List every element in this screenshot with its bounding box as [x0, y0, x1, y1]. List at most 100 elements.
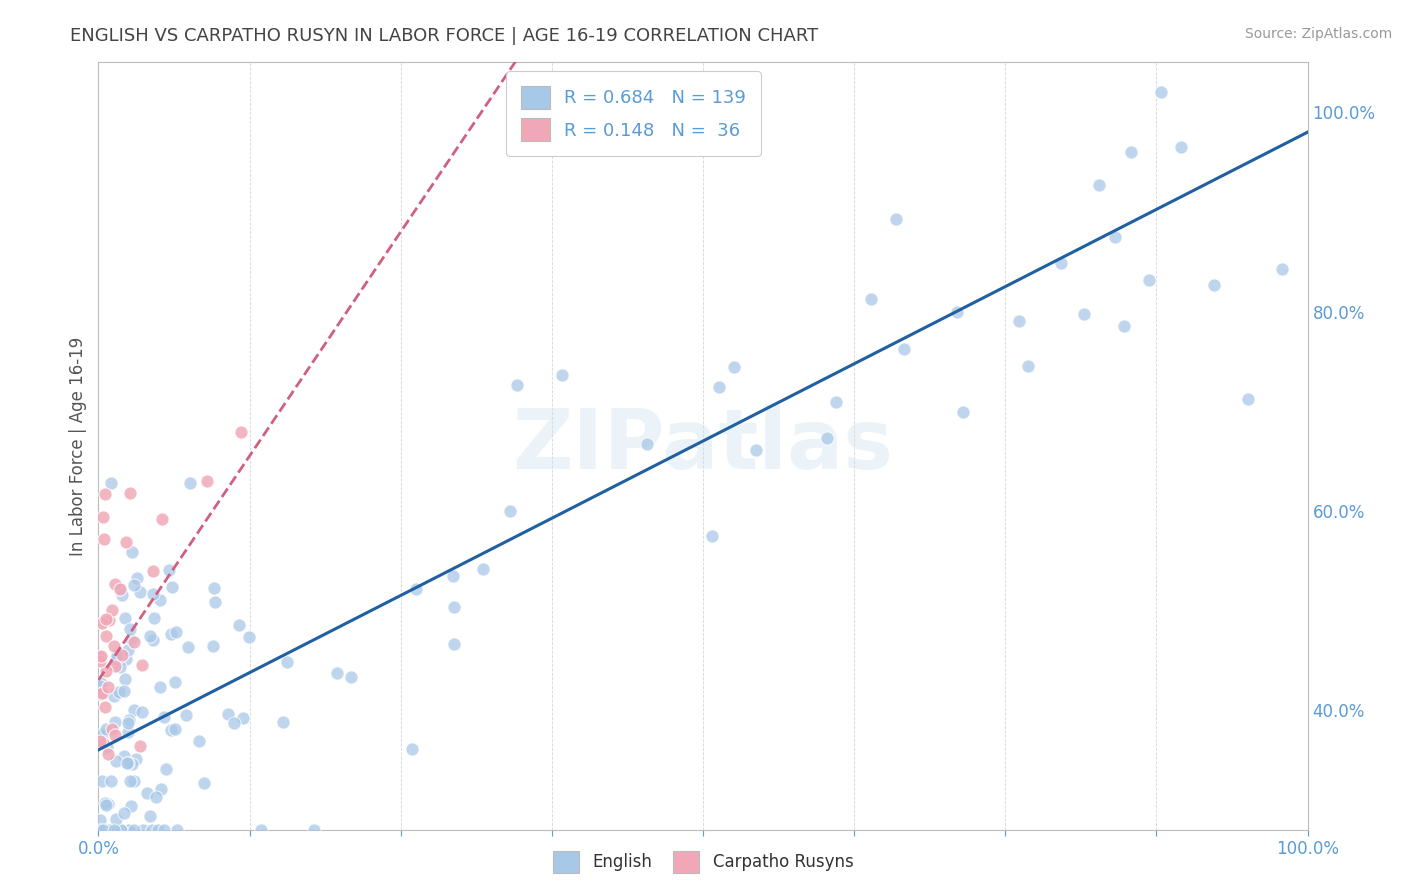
Point [97, 613, 120, 627]
Point [132, 822, 155, 837]
Point [117, 715, 139, 730]
Point [946, 305, 969, 319]
Point [276, 655, 298, 669]
Point [90, 675, 112, 690]
Point [157, 563, 180, 577]
Point [1204, 278, 1226, 293]
Point [1271, 261, 1294, 276]
Point [165, 722, 187, 736]
Point [859, 292, 882, 306]
Point [179, 475, 201, 490]
Point [90, 649, 112, 664]
Point [93, 532, 115, 546]
Point [825, 395, 848, 409]
Point [91, 822, 114, 837]
Point [304, 822, 326, 837]
Point [100, 774, 122, 789]
Point [114, 672, 136, 686]
Point [1149, 86, 1171, 100]
Point [94, 614, 117, 628]
Point [118, 822, 141, 837]
Point [96, 629, 118, 643]
Point [122, 822, 145, 837]
Point [112, 684, 135, 698]
Point [108, 582, 131, 596]
Point [107, 582, 129, 597]
Point [176, 640, 198, 655]
Point [90, 616, 112, 631]
Point [1008, 314, 1031, 328]
Point [101, 722, 124, 736]
Point [204, 581, 226, 595]
Point [142, 632, 165, 647]
Point [101, 602, 124, 616]
Point [155, 762, 177, 776]
Point [709, 380, 731, 394]
Point [91, 510, 114, 524]
Point [217, 706, 239, 721]
Point [103, 822, 125, 837]
Point [110, 822, 132, 837]
Point [125, 571, 148, 585]
Point [139, 629, 162, 643]
Point [131, 658, 153, 673]
Point [1104, 229, 1126, 244]
Point [131, 705, 153, 719]
Point [100, 475, 122, 490]
Point [1088, 178, 1111, 192]
Point [160, 627, 183, 641]
Point [103, 690, 125, 704]
Point [815, 431, 838, 445]
Point [118, 774, 141, 789]
Point [120, 632, 142, 646]
Point [1050, 255, 1073, 269]
Point [188, 733, 211, 747]
Point [104, 659, 127, 673]
Point [141, 822, 163, 837]
Point [89, 654, 111, 668]
Point [228, 617, 250, 632]
Point [117, 756, 139, 770]
Point [340, 670, 363, 684]
Point [91, 736, 114, 750]
Point [745, 443, 768, 458]
Point [111, 648, 134, 663]
Point [89, 814, 111, 828]
Legend: English, Carpatho Rusyns: English, Carpatho Rusyns [546, 845, 860, 880]
Point [110, 660, 132, 674]
Point [145, 789, 167, 804]
Point [105, 648, 128, 663]
Point [165, 625, 187, 640]
Point [103, 639, 125, 653]
Point [118, 485, 141, 500]
Point [176, 707, 198, 722]
Point [232, 711, 254, 725]
Point [115, 535, 138, 549]
Point [166, 822, 188, 837]
Point [122, 774, 145, 789]
Point [104, 754, 127, 768]
Point [139, 809, 162, 823]
Point [120, 799, 142, 814]
Point [114, 611, 136, 625]
Point [149, 593, 172, 607]
Point [118, 622, 141, 636]
Point [117, 643, 139, 657]
Point [117, 822, 139, 837]
Point [97, 797, 120, 811]
Point [94, 699, 117, 714]
Text: ENGLISH VS CARPATHO RUSYN IN LABOR FORCE | AGE 16-19 CORRELATION CHART: ENGLISH VS CARPATHO RUSYN IN LABOR FORCE… [70, 27, 818, 45]
Point [471, 562, 494, 576]
Point [94, 798, 117, 813]
Point [443, 600, 465, 615]
Point [1121, 145, 1143, 160]
Point [91, 727, 114, 741]
Point [98, 822, 121, 837]
Point [121, 756, 143, 771]
Point [1017, 359, 1039, 374]
Point [121, 545, 143, 559]
Point [124, 703, 146, 717]
Point [117, 724, 139, 739]
Point [115, 756, 138, 770]
Point [142, 565, 165, 579]
